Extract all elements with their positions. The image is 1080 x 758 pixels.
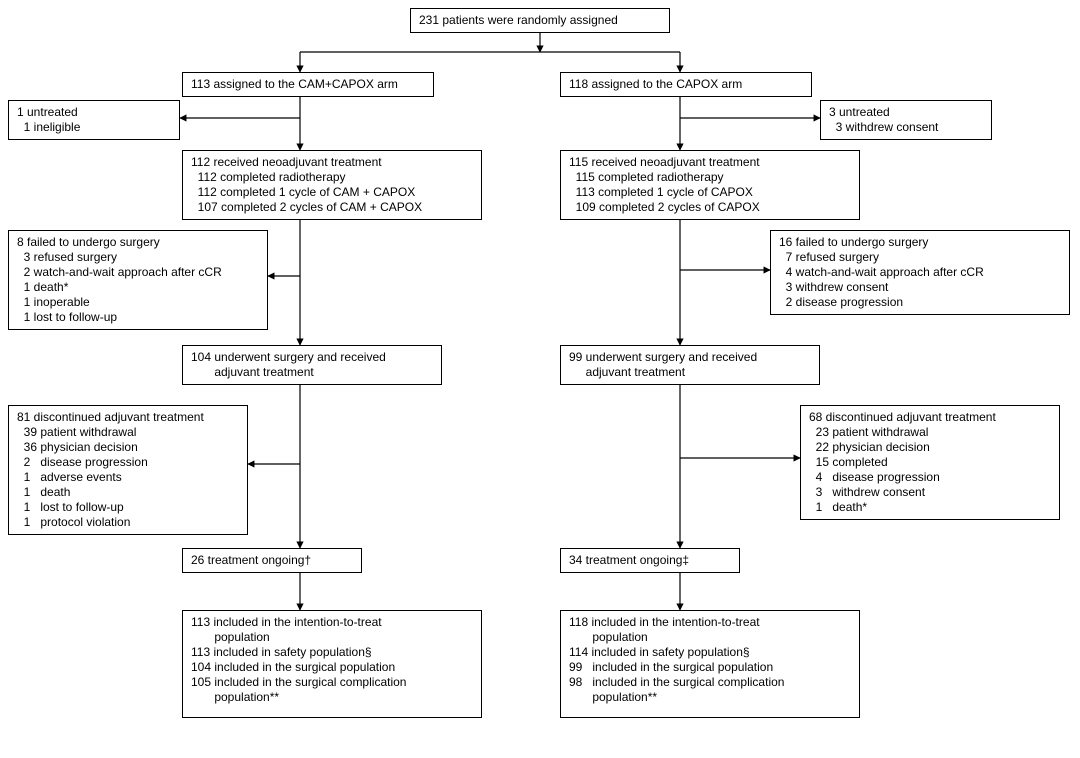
node-r_disc-line: 4 disease progression bbox=[809, 470, 1051, 485]
node-r_disc-line: 3 withdrew consent bbox=[809, 485, 1051, 500]
node-l_disc: 81 discontinued adjuvant treatment 39 pa… bbox=[8, 405, 248, 535]
node-l_fail-line: 8 failed to undergo surgery bbox=[17, 235, 259, 250]
node-l_ongoing-line: 26 treatment ongoing† bbox=[191, 553, 353, 568]
node-l_disc-line: 1 lost to follow-up bbox=[17, 500, 239, 515]
node-root-line: 231 patients were randomly assigned bbox=[419, 13, 661, 28]
node-l_fail-line: 3 refused surgery bbox=[17, 250, 259, 265]
node-r_neo: 115 received neoadjuvant treatment 115 c… bbox=[560, 150, 860, 220]
node-l_final-line: 104 included in the surgical population bbox=[191, 660, 473, 675]
node-l_final-line: population bbox=[191, 630, 473, 645]
node-l_neo-line: 112 received neoadjuvant treatment bbox=[191, 155, 473, 170]
node-l_neo: 112 received neoadjuvant treatment 112 c… bbox=[182, 150, 482, 220]
node-l_final: 113 included in the intention-to-treat p… bbox=[182, 610, 482, 718]
node-r_ongoing: 34 treatment ongoing‡ bbox=[560, 548, 740, 573]
node-r_fail-line: 16 failed to undergo surgery bbox=[779, 235, 1061, 250]
node-l_fail-line: 2 watch-and-wait approach after cCR bbox=[17, 265, 259, 280]
node-r_untreated-line: 3 withdrew consent bbox=[829, 120, 983, 135]
node-r_fail-line: 2 disease progression bbox=[779, 295, 1061, 310]
node-l_disc-line: 81 discontinued adjuvant treatment bbox=[17, 410, 239, 425]
node-l_neo-line: 112 completed 1 cycle of CAM + CAPOX bbox=[191, 185, 473, 200]
node-l_untreated-line: 1 untreated bbox=[17, 105, 171, 120]
node-l_disc-line: 1 death bbox=[17, 485, 239, 500]
node-r_disc-line: 1 death* bbox=[809, 500, 1051, 515]
node-r_fail-line: 7 refused surgery bbox=[779, 250, 1061, 265]
node-l_final-line: 113 included in the intention-to-treat bbox=[191, 615, 473, 630]
node-r_final-line: population** bbox=[569, 690, 851, 705]
node-r_final-line: 114 included in safety population§ bbox=[569, 645, 851, 660]
node-root: 231 patients were randomly assigned bbox=[410, 8, 670, 33]
node-l_neo-line: 107 completed 2 cycles of CAM + CAPOX bbox=[191, 200, 473, 215]
node-r_fail-line: 4 watch-and-wait approach after cCR bbox=[779, 265, 1061, 280]
node-l_fail-line: 1 lost to follow-up bbox=[17, 310, 259, 325]
node-l_surg-line: 104 underwent surgery and received bbox=[191, 350, 433, 365]
node-r_ongoing-line: 34 treatment ongoing‡ bbox=[569, 553, 731, 568]
node-r_disc-line: 23 patient withdrawal bbox=[809, 425, 1051, 440]
node-r_surg-line: 99 underwent surgery and received bbox=[569, 350, 811, 365]
node-r_fail: 16 failed to undergo surgery 7 refused s… bbox=[770, 230, 1070, 315]
node-l_disc-line: 2 disease progression bbox=[17, 455, 239, 470]
node-l_untreated-line: 1 ineligible bbox=[17, 120, 171, 135]
node-r_final: 118 included in the intention-to-treat p… bbox=[560, 610, 860, 718]
node-r_neo-line: 115 received neoadjuvant treatment bbox=[569, 155, 851, 170]
node-r_final-line: 99 included in the surgical population bbox=[569, 660, 851, 675]
node-r_untreated-line: 3 untreated bbox=[829, 105, 983, 120]
node-l_final-line: 113 included in safety population§ bbox=[191, 645, 473, 660]
node-r_disc-line: 68 discontinued adjuvant treatment bbox=[809, 410, 1051, 425]
node-l_disc-line: 1 protocol violation bbox=[17, 515, 239, 530]
node-l_surg-line: adjuvant treatment bbox=[191, 365, 433, 380]
node-l_neo-line: 112 completed radiotherapy bbox=[191, 170, 473, 185]
node-l_final-line: population** bbox=[191, 690, 473, 705]
node-r_untreated: 3 untreated 3 withdrew consent bbox=[820, 100, 992, 140]
node-right_arm: 118 assigned to the CAPOX arm bbox=[560, 72, 812, 97]
node-l_disc-line: 39 patient withdrawal bbox=[17, 425, 239, 440]
node-l_final-line: 105 included in the surgical complicatio… bbox=[191, 675, 473, 690]
node-left_arm: 113 assigned to the CAM+CAPOX arm bbox=[182, 72, 434, 97]
node-r_surg: 99 underwent surgery and received adjuva… bbox=[560, 345, 820, 385]
node-l_disc-line: 1 adverse events bbox=[17, 470, 239, 485]
node-r_neo-line: 113 completed 1 cycle of CAPOX bbox=[569, 185, 851, 200]
node-l_untreated: 1 untreated 1 ineligible bbox=[8, 100, 180, 140]
node-l_surg: 104 underwent surgery and received adjuv… bbox=[182, 345, 442, 385]
node-r_neo-line: 115 completed radiotherapy bbox=[569, 170, 851, 185]
node-r_surg-line: adjuvant treatment bbox=[569, 365, 811, 380]
node-left_arm-line: 113 assigned to the CAM+CAPOX arm bbox=[191, 77, 425, 92]
node-l_fail: 8 failed to undergo surgery 3 refused su… bbox=[8, 230, 268, 330]
node-r_final-line: 118 included in the intention-to-treat bbox=[569, 615, 851, 630]
node-r_disc: 68 discontinued adjuvant treatment 23 pa… bbox=[800, 405, 1060, 520]
node-r_disc-line: 15 completed bbox=[809, 455, 1051, 470]
node-l_disc-line: 36 physician decision bbox=[17, 440, 239, 455]
node-l_fail-line: 1 inoperable bbox=[17, 295, 259, 310]
node-l_fail-line: 1 death* bbox=[17, 280, 259, 295]
node-r_disc-line: 22 physician decision bbox=[809, 440, 1051, 455]
node-l_ongoing: 26 treatment ongoing† bbox=[182, 548, 362, 573]
node-r_final-line: population bbox=[569, 630, 851, 645]
node-r_fail-line: 3 withdrew consent bbox=[779, 280, 1061, 295]
node-r_final-line: 98 included in the surgical complication bbox=[569, 675, 851, 690]
node-right_arm-line: 118 assigned to the CAPOX arm bbox=[569, 77, 803, 92]
node-r_neo-line: 109 completed 2 cycles of CAPOX bbox=[569, 200, 851, 215]
